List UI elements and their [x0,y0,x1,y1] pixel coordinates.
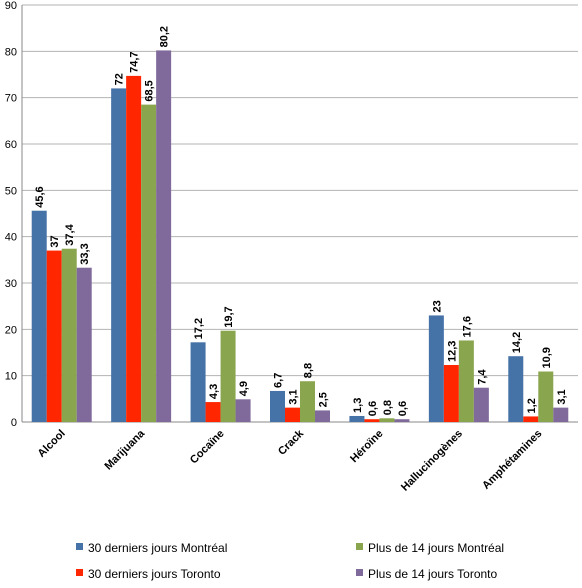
bar [379,418,395,422]
data-label: 3,1 [288,389,300,404]
data-label: 4,9 [238,381,250,396]
data-label: 33,3 [79,243,91,264]
bar [553,407,569,422]
legend-label: 30 derniers jours Toronto [88,567,221,581]
data-label: 17,6 [461,316,473,337]
bar [443,365,459,422]
bar [156,50,172,422]
data-label: 6,7 [273,373,285,388]
data-label: 10,9 [541,347,553,368]
bar [76,267,92,422]
bar [285,407,300,422]
bar [394,419,410,422]
bar [61,248,77,422]
bar [315,410,330,422]
data-label: 2,5 [318,392,330,407]
bar [473,387,489,422]
category-label: Héroïne [348,428,385,465]
data-label: 45,6 [34,186,46,207]
bar [235,399,251,422]
bar [270,390,285,422]
data-label: 3,1 [556,389,568,404]
legend-swatch [356,569,363,576]
data-label: 7,4 [476,369,488,385]
y-tick-label: 50 [5,185,17,197]
legend-label: Plus de 14 jours Montréal [368,541,504,555]
data-label: 19,7 [223,306,235,327]
bar [523,416,539,422]
category-label: Marijuana [102,427,147,472]
legend-label: 30 derniers jours Montréal [88,541,227,555]
bar [428,315,444,422]
data-label: 17,2 [193,318,205,339]
data-label: 0,6 [397,401,409,416]
data-label: 0,8 [382,400,394,415]
bar [46,250,62,422]
bar [508,356,524,422]
bar [300,381,315,422]
y-tick-label: 60 [5,139,17,151]
y-tick-label: 10 [5,371,17,383]
y-tick-label: 70 [5,93,17,105]
data-label: 37 [49,235,61,247]
bar [349,415,365,422]
data-label: 72 [114,73,126,85]
legend-label: Plus de 14 jours Toronto [368,567,498,581]
y-tick-label: 40 [5,232,17,244]
y-tick-label: 30 [5,278,17,290]
data-label: 68,5 [144,80,156,101]
data-label: 23 [431,300,443,312]
category-label: Amphétamines [480,428,544,492]
data-label: 12,3 [446,341,458,362]
bar [141,104,157,422]
y-tick-label: 20 [5,324,17,336]
bar [220,330,236,422]
data-label: 1,3 [352,398,364,413]
data-label: 37,4 [64,223,76,245]
category-label: Crack [276,427,307,458]
bar [31,210,47,422]
bar [111,88,127,423]
legend-swatch [76,569,83,576]
data-label: 14,2 [511,332,523,353]
category-label: Alcool [36,428,68,460]
bar [126,75,142,422]
data-label: 0,6 [367,401,379,416]
bar [458,340,474,422]
data-label: 1,2 [526,398,538,413]
legend-swatch [356,543,363,550]
y-tick-label: 90 [5,0,17,12]
data-label: 74,7 [129,51,141,72]
legend-swatch [76,543,83,550]
bar [364,419,380,422]
bar [205,402,221,422]
data-label: 80,2 [159,26,171,47]
bar [538,371,554,422]
category-label: Cocaïne [188,428,227,467]
y-tick-label: 80 [5,46,17,58]
bar [190,342,206,422]
category-label: Hallucinogènes [399,428,465,494]
y-tick-label: 0 [11,417,17,429]
data-label: 4,3 [208,384,220,399]
data-label: 8,8 [303,363,315,378]
